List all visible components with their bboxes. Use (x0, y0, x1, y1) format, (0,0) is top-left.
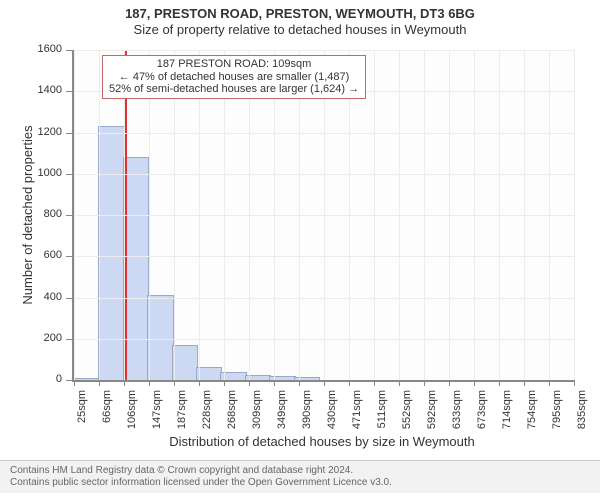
footer-line-2: Contains public sector information licen… (10, 477, 590, 489)
xtick-mark (574, 380, 575, 386)
xtick-mark (99, 380, 100, 386)
xtick-mark (74, 380, 75, 386)
plot-area (72, 50, 574, 382)
histogram-bar (172, 345, 198, 380)
annotation-line-3: 52% of semi-detached houses are larger (… (109, 83, 359, 96)
xtick-mark (249, 380, 250, 386)
xtick-mark (424, 380, 425, 386)
ytick-mark (66, 50, 72, 51)
gridline-v (149, 50, 150, 380)
xtick-label: 309sqm (251, 390, 263, 438)
ytick-label: 400 (28, 291, 62, 303)
gridline-v (124, 50, 125, 380)
xtick-label: 430sqm (326, 390, 338, 438)
xtick-mark (374, 380, 375, 386)
gridline-v (449, 50, 450, 380)
gridline-v (399, 50, 400, 380)
xtick-label: 25sqm (76, 390, 88, 438)
gridline-v (324, 50, 325, 380)
xtick-label: 673sqm (476, 390, 488, 438)
footer: Contains HM Land Registry data © Crown c… (0, 460, 600, 493)
ytick-label: 1000 (28, 167, 62, 179)
xtick-mark (399, 380, 400, 386)
ytick-mark (66, 91, 72, 92)
gridline-v (574, 50, 575, 380)
gridline-v (299, 50, 300, 380)
xtick-label: 511sqm (376, 390, 388, 438)
histogram-bar (74, 378, 100, 380)
gridline-v (374, 50, 375, 380)
gridline-v (274, 50, 275, 380)
ytick-mark (66, 298, 72, 299)
ytick-label: 1400 (28, 84, 62, 96)
gridline-v (549, 50, 550, 380)
ytick-mark (66, 215, 72, 216)
gridline-v (199, 50, 200, 380)
gridline-v (74, 50, 75, 380)
annotation-line-2: ← 47% of detached houses are smaller (1,… (109, 71, 359, 84)
xtick-mark (174, 380, 175, 386)
xtick-label: 592sqm (426, 390, 438, 438)
xtick-label: 106sqm (126, 390, 138, 438)
ytick-label: 1600 (28, 43, 62, 55)
ytick-mark (66, 174, 72, 175)
footer-line-1: Contains HM Land Registry data © Crown c… (10, 465, 590, 477)
xtick-label: 390sqm (301, 390, 313, 438)
xtick-label: 228sqm (201, 390, 213, 438)
xtick-label: 187sqm (176, 390, 188, 438)
ytick-mark (66, 339, 72, 340)
xtick-mark (549, 380, 550, 386)
xtick-mark (524, 380, 525, 386)
x-axis-label: Distribution of detached houses by size … (72, 434, 572, 449)
gridline-v (474, 50, 475, 380)
gridline-v (499, 50, 500, 380)
xtick-mark (199, 380, 200, 386)
gridline-v (349, 50, 350, 380)
xtick-label: 835sqm (576, 390, 588, 438)
xtick-mark (299, 380, 300, 386)
gridline-v (424, 50, 425, 380)
histogram-bar (294, 377, 320, 380)
xtick-mark (324, 380, 325, 386)
xtick-mark (274, 380, 275, 386)
xtick-label: 349sqm (276, 390, 288, 438)
gridline-v (224, 50, 225, 380)
xtick-label: 268sqm (226, 390, 238, 438)
gridline-v (174, 50, 175, 380)
gridline-v (524, 50, 525, 380)
xtick-label: 66sqm (101, 390, 113, 438)
ytick-mark (66, 380, 72, 381)
xtick-mark (124, 380, 125, 386)
gridline-v (249, 50, 250, 380)
ytick-label: 200 (28, 332, 62, 344)
xtick-label: 471sqm (351, 390, 363, 438)
annotation-line-1: 187 PRESTON ROAD: 109sqm (109, 58, 359, 71)
xtick-label: 147sqm (151, 390, 163, 438)
xtick-label: 754sqm (526, 390, 538, 438)
annotation-box: 187 PRESTON ROAD: 109sqm ← 47% of detach… (102, 55, 366, 99)
ytick-mark (66, 256, 72, 257)
xtick-mark (499, 380, 500, 386)
xtick-mark (449, 380, 450, 386)
ytick-label: 600 (28, 249, 62, 261)
gridline-v (99, 50, 100, 380)
ytick-label: 800 (28, 208, 62, 220)
histogram-bar (98, 126, 124, 380)
xtick-label: 714sqm (501, 390, 513, 438)
histogram-bar (123, 157, 149, 380)
xtick-label: 552sqm (401, 390, 413, 438)
histogram-bar (147, 295, 173, 380)
xtick-mark (474, 380, 475, 386)
ytick-label: 1200 (28, 126, 62, 138)
chart-subtitle: Size of property relative to detached ho… (0, 22, 600, 38)
chart-title: 187, PRESTON ROAD, PRESTON, WEYMOUTH, DT… (0, 0, 600, 22)
xtick-label: 633sqm (451, 390, 463, 438)
ytick-label: 0 (28, 373, 62, 385)
xtick-mark (149, 380, 150, 386)
xtick-mark (349, 380, 350, 386)
xtick-mark (224, 380, 225, 386)
xtick-label: 795sqm (551, 390, 563, 438)
chart-container: { "title": "187, PRESTON ROAD, PRESTON, … (0, 0, 600, 500)
ytick-mark (66, 133, 72, 134)
